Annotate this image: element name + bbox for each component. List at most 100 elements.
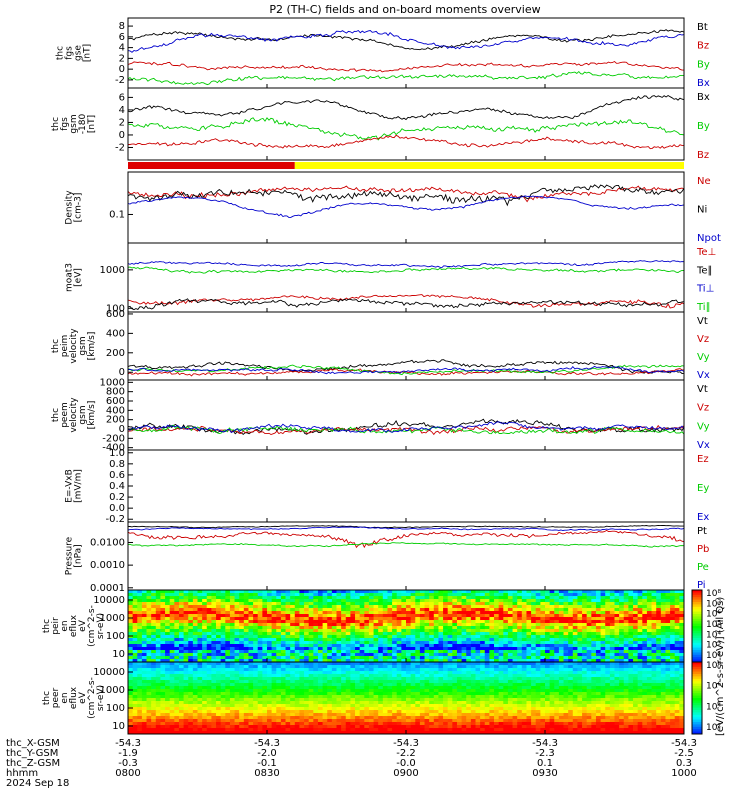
spectrogram-cell (387, 728, 393, 732)
spectrogram-cell (554, 608, 560, 612)
y-tick-label: 200 (106, 348, 125, 359)
spectrogram-cell (429, 668, 435, 672)
spectrogram-cell (582, 644, 588, 648)
spectrogram-cell (660, 650, 666, 654)
spectrogram-cell (294, 698, 300, 702)
spectrogram-cell (563, 623, 569, 627)
spectrogram-cell (563, 638, 569, 642)
spectrogram-cell (563, 629, 569, 633)
spectrogram-cell (507, 614, 513, 618)
spectrogram-cell (545, 632, 551, 636)
spectrogram-cell (165, 662, 171, 666)
spectrogram-cell (336, 665, 342, 669)
spectrogram-cell (438, 680, 444, 684)
spectrogram-cell (368, 716, 374, 720)
spectrogram-cell (368, 626, 374, 630)
spectrogram-cell (304, 608, 310, 612)
spectrogram-cell (447, 674, 453, 678)
spectrogram-cell (355, 656, 361, 660)
spectrogram-cell (202, 659, 208, 663)
spectrogram-cell (452, 716, 458, 720)
spectrogram-cell (364, 710, 370, 714)
spectrogram-cell (327, 593, 333, 597)
spectrogram-cell (368, 668, 374, 672)
spectrogram-cell (378, 614, 384, 618)
spectrogram-cell (234, 653, 240, 657)
spectrogram-cell (498, 596, 504, 600)
spectrogram-cell (480, 683, 486, 687)
spectrogram-cell (368, 656, 374, 660)
spectrogram-cell (396, 656, 402, 660)
spectrogram-cell (382, 668, 388, 672)
spectrogram-cell (438, 611, 444, 615)
spectrogram-cell (382, 632, 388, 636)
spectrogram-cell (229, 704, 235, 708)
spectrogram-cell (336, 680, 342, 684)
colorbar-step (692, 650, 702, 653)
spectrogram-cell (623, 623, 629, 627)
spectrogram-cell (257, 629, 263, 633)
spectrogram-cell (178, 713, 184, 717)
spectrogram-cell (285, 704, 291, 708)
spectrogram-cell (141, 677, 147, 681)
spectrogram-cell (141, 611, 147, 615)
spectrogram-cell (211, 668, 217, 672)
spectrogram-cell (155, 719, 161, 723)
spectrogram-cell (239, 731, 245, 735)
spectrogram-cell (387, 671, 393, 675)
spectrogram-cell (225, 599, 231, 603)
spectrogram-cell (276, 590, 282, 594)
spectrogram-cell (290, 659, 296, 663)
spectrogram-cell (660, 593, 666, 597)
spectrogram-cell (674, 602, 680, 606)
spectrogram-cell (651, 623, 657, 627)
spectrogram-cell (373, 668, 379, 672)
spectrogram-cell (280, 632, 286, 636)
spectrogram-cell (415, 698, 421, 702)
spectrogram-cell (582, 647, 588, 651)
spectrogram-cell (466, 656, 472, 660)
spectrogram-cell (304, 680, 310, 684)
spectrogram-cell (433, 668, 439, 672)
spectrogram-cell (234, 659, 240, 663)
spectrogram-cell (132, 704, 138, 708)
spectrogram-cell (382, 713, 388, 717)
spectrogram-cell (257, 683, 263, 687)
spectrogram-cell (262, 617, 268, 621)
spectrogram-cell (452, 668, 458, 672)
spectrogram-cell (151, 650, 157, 654)
spectrogram-cell (267, 635, 273, 639)
y-axis-label-line: peim (60, 335, 70, 358)
spectrogram-cell (192, 602, 198, 606)
spectrogram-cell (132, 632, 138, 636)
spectrogram-cell (160, 692, 166, 696)
spectrogram-cell (456, 695, 462, 699)
spectrogram-cell (206, 638, 212, 642)
y-axis-label-peim_velocity: thc peim velocity gsm [km/s] (51, 328, 97, 364)
spectrogram-cell (660, 638, 666, 642)
spectrogram-cell (660, 620, 666, 624)
spectrogram-cell (253, 641, 259, 645)
y-tick-label: 0.0 (109, 503, 125, 514)
spectrogram-cell (660, 656, 666, 660)
spectrogram-cell (267, 638, 273, 642)
spectrogram-cell (517, 602, 523, 606)
spectrogram-cell (290, 680, 296, 684)
spectrogram-cell (480, 671, 486, 675)
spectrogram-cell (392, 689, 398, 693)
spectrogram-cell (267, 599, 273, 603)
spectrogram-cell (216, 725, 222, 729)
spectrogram-cell (619, 641, 625, 645)
spectrogram-cell (424, 725, 430, 729)
spectrogram-cell (350, 599, 356, 603)
spectrogram-cell (183, 695, 189, 699)
spectrogram-cell (563, 650, 569, 654)
spectrogram-cell (183, 623, 189, 627)
spectrogram-cell (614, 638, 620, 642)
spectrogram-cell (373, 701, 379, 705)
spectrogram-cell (660, 596, 666, 600)
spectrogram-cell (424, 704, 430, 708)
spectrogram-cell (299, 728, 305, 732)
spectrogram-cell (447, 728, 453, 732)
spectrogram-cell (526, 605, 532, 609)
